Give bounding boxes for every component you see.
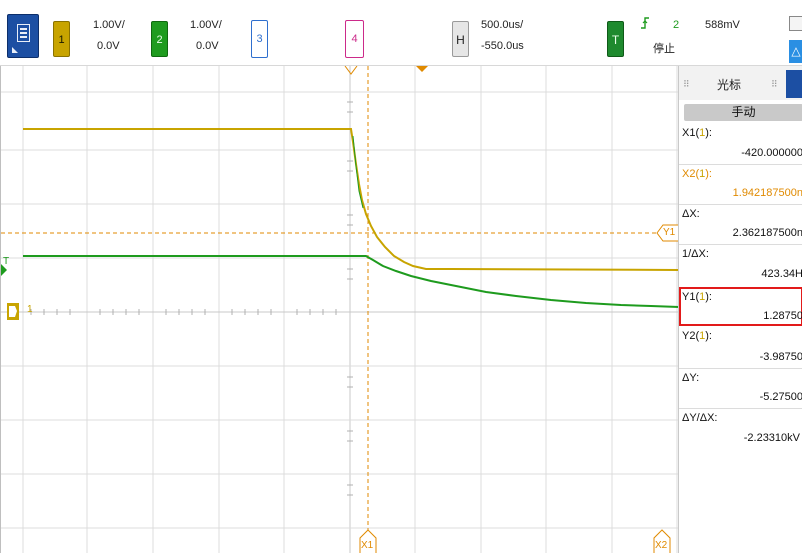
slope-label: ΔY/ΔX: <box>682 412 718 424</box>
y2-value: -3.98750 <box>759 351 802 363</box>
cursor-x2-label: X2 <box>655 540 668 551</box>
timebase-delay: -550.0us <box>481 40 524 52</box>
timebase-scale: 500.0us/ <box>481 19 524 31</box>
cursor-y1-tag[interactable] <box>656 224 679 242</box>
channel-2-button[interactable]: 2 <box>151 21 168 57</box>
trigger-source: 2 <box>673 19 680 31</box>
cursor-panel-title: 光标 <box>717 78 742 92</box>
channel-3-button[interactable]: 3 <box>251 20 268 58</box>
status-bar: 1 1.00V/ 0.0V 2 1.00V/ 0.0V 3 4 H 500.0u… <box>0 0 802 66</box>
ch1-offset: 0.0V <box>97 40 120 52</box>
inverse-delta-x-label: 1/ΔX: <box>682 248 709 260</box>
channel-2-edge <box>352 135 364 209</box>
channel-1-button[interactable]: 1 <box>53 21 70 57</box>
y2-label[interactable]: Y2(1): <box>682 330 712 342</box>
ch1-marker-label: 1 <box>27 304 33 315</box>
divider <box>679 244 802 245</box>
cursor-x2-tag[interactable] <box>653 529 671 553</box>
cursor-y1-label: Y1 <box>663 227 676 238</box>
trigger-position-marker <box>344 66 358 75</box>
channel-2-waveform <box>23 255 679 308</box>
divider <box>679 368 802 369</box>
waveform-display[interactable]: T 1 Y1 X1 X2 <box>0 66 679 553</box>
center-ticks <box>30 101 353 496</box>
cursor-lines <box>1 66 657 553</box>
trigger-button[interactable]: T <box>607 21 624 57</box>
x1-value: -420.000000 <box>741 147 802 159</box>
x2-value: 1.942187500n <box>732 187 802 199</box>
delta-icon[interactable]: △ <box>789 40 802 63</box>
y1-value: 1.28750 <box>763 310 802 322</box>
cursor-x1-tag[interactable] <box>359 529 377 553</box>
x2-label[interactable]: X2(1): <box>682 168 712 180</box>
ch2-scale: 1.00V/ <box>190 19 222 31</box>
channel-4-button[interactable]: 4 <box>345 20 364 58</box>
ch2-offset: 0.0V <box>196 40 219 52</box>
document-icon <box>17 24 30 42</box>
cursor-x1-label: X1 <box>361 540 374 551</box>
ch1-scale: 1.00V/ <box>93 19 125 31</box>
divider <box>679 164 802 165</box>
delta-y-value: -5.27500 <box>759 391 802 403</box>
inverse-delta-x-value: 423.34H <box>761 268 802 280</box>
grip-icon: ⠿ <box>683 79 690 89</box>
y1-label[interactable]: Y1(1): <box>682 291 712 303</box>
corner-arrow-icon <box>12 47 18 53</box>
cursor-panel-header[interactable]: ⠿ 光标 ⠿ <box>679 66 802 100</box>
delta-x-value: 2.362187500n <box>732 227 802 239</box>
delta-y-label: ΔY: <box>682 372 700 384</box>
waveform-canvas <box>1 66 679 553</box>
panel-side-tab[interactable] <box>786 70 802 98</box>
grid <box>1 66 679 553</box>
horizontal-button[interactable]: H <box>452 21 469 57</box>
ground-icon <box>9 306 17 317</box>
trigger-label: T <box>3 256 10 267</box>
divider <box>679 204 802 205</box>
grip-icon-2: ⠿ <box>771 79 778 89</box>
delta-x-label: ΔX: <box>682 208 700 220</box>
delay-marker <box>416 66 428 72</box>
cursor-mode-button[interactable]: 手动 <box>684 104 802 121</box>
trigger-level: 588mV <box>705 19 740 31</box>
cursor-panel: ⠿ 光标 ⠿ 手动 X1(1): -420.000000 X2(1): 1.94… <box>678 66 802 553</box>
window-icon[interactable] <box>789 16 802 31</box>
main-menu-button[interactable] <box>7 14 39 58</box>
acquisition-status: 停止 <box>653 43 675 55</box>
trigger-level-marker <box>1 264 7 276</box>
divider <box>679 408 802 409</box>
slope-value: -2.23310kV <box>743 432 800 444</box>
rising-edge-icon <box>640 16 650 33</box>
x1-label[interactable]: X1(1): <box>682 127 712 139</box>
